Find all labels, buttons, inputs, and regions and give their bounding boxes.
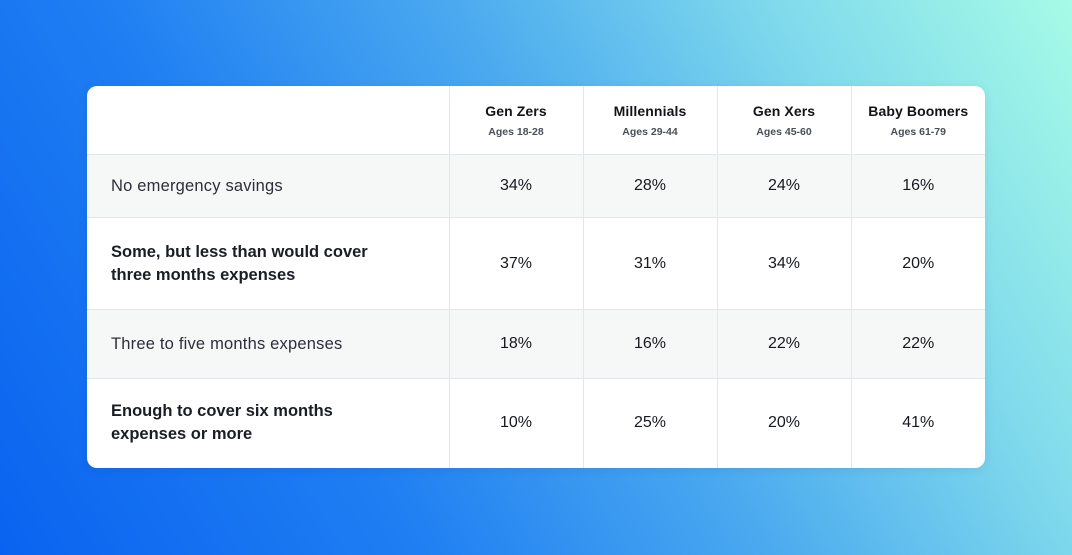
table-row-less-than-three-months: Some, but less than would cover three mo… xyxy=(87,217,985,310)
table-cell: 20% xyxy=(716,377,851,468)
table-row-no-emergency-savings: No emergency savings 34% 28% 24% 16% xyxy=(87,153,985,218)
table-cell: 41% xyxy=(850,377,985,468)
table-row-six-months-or-more: Enough to cover six months expenses or m… xyxy=(87,377,985,468)
table-row-three-to-five-months: Three to five months expenses 18% 16% 22… xyxy=(87,309,985,379)
table-cell: 34% xyxy=(448,153,583,218)
emergency-savings-table: Gen Zers Ages 18-28 Millennials Ages 29-… xyxy=(87,86,985,468)
table-cell: 37% xyxy=(448,217,583,310)
row-label: No emergency savings xyxy=(87,153,449,218)
row-label: Some, but less than would cover three mo… xyxy=(87,217,449,310)
column-header-gen-xers: Gen Xers Ages 45-60 xyxy=(716,86,851,155)
table-cell: 16% xyxy=(850,153,985,218)
column-header-gen-zers: Gen Zers Ages 18-28 xyxy=(448,86,583,155)
column-header-baby-boomers: Baby Boomers Ages 61-79 xyxy=(850,86,985,155)
column-age-range: Ages 18-28 xyxy=(488,125,544,138)
emergency-savings-table-card: Gen Zers Ages 18-28 Millennials Ages 29-… xyxy=(87,86,985,468)
column-age-range: Ages 45-60 xyxy=(756,125,812,138)
row-label: Enough to cover six months expenses or m… xyxy=(87,377,449,468)
table-cell: 10% xyxy=(448,377,583,468)
table-cell: 22% xyxy=(716,309,851,379)
table-cell: 20% xyxy=(850,217,985,310)
column-age-range: Ages 29-44 xyxy=(622,125,678,138)
column-age-range: Ages 61-79 xyxy=(890,125,946,138)
column-header-millennials: Millennials Ages 29-44 xyxy=(582,86,717,155)
column-name: Baby Boomers xyxy=(868,102,969,119)
table-cell: 34% xyxy=(716,217,851,310)
table-cell: 18% xyxy=(448,309,583,379)
column-name: Gen Zers xyxy=(485,102,547,119)
column-name: Gen Xers xyxy=(752,102,816,119)
row-label: Three to five months expenses xyxy=(87,309,449,379)
column-name: Millennials xyxy=(613,102,687,119)
header-corner-cell xyxy=(87,86,449,155)
table-cell: 25% xyxy=(582,377,717,468)
header-row: Gen Zers Ages 18-28 Millennials Ages 29-… xyxy=(87,86,985,155)
table-cell: 22% xyxy=(850,309,985,379)
table-cell: 16% xyxy=(582,309,717,379)
table-cell: 28% xyxy=(582,153,717,218)
table-cell: 24% xyxy=(716,153,851,218)
table-cell: 31% xyxy=(582,217,717,310)
